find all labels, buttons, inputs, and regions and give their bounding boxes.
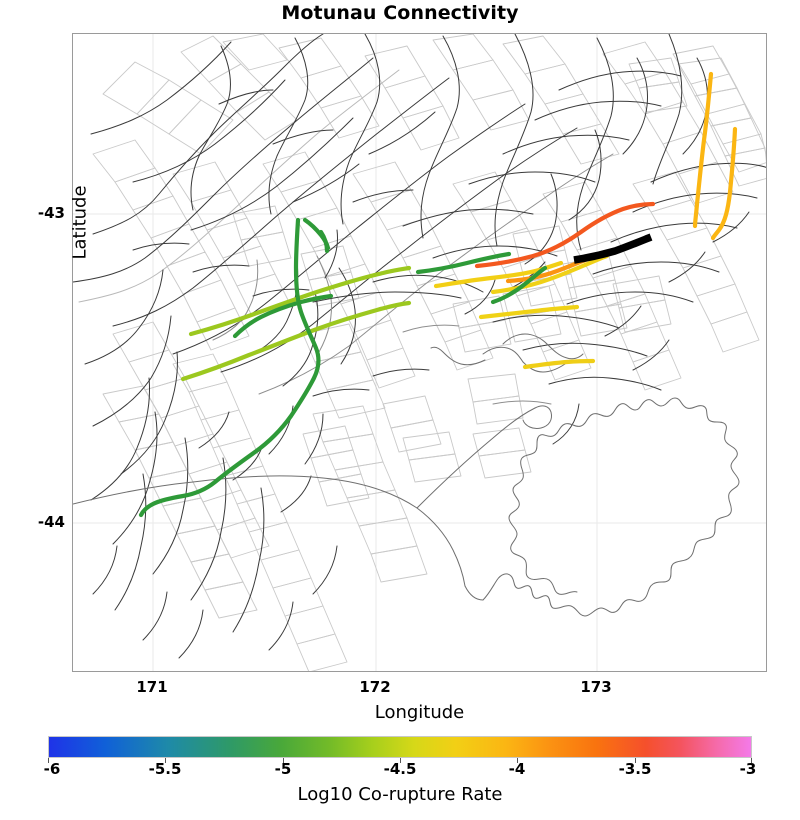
colorbar-tick-mark: [48, 758, 49, 763]
colorbar-label-min: -6: [43, 760, 61, 778]
map-canvas: [73, 34, 766, 671]
page-title: Motunau Connectivity: [281, 2, 519, 24]
colorbar-tick-mark: [283, 758, 284, 763]
colorbar-tick-mark: [751, 758, 752, 763]
colorbar-title: Log10 Co-rupture Rate: [297, 784, 503, 805]
colorbar-tick-mark: [517, 758, 518, 763]
colorbar-tick-mark: [400, 758, 401, 763]
y-axis-title: Latitude: [69, 185, 91, 260]
colorbar-label-55: -5.5: [148, 760, 182, 778]
fault-surface-traces: [73, 34, 766, 659]
colorbar-tick-mark: [165, 758, 166, 763]
colorbar-label-45: -4.5: [383, 760, 417, 778]
colorbar-container[interactable]: [48, 736, 752, 763]
fault-plane-outlines: [92, 34, 766, 671]
map-plot-area[interactable]: [72, 33, 767, 672]
x-axis-title: Longitude: [374, 702, 465, 723]
colorbar-label-4: -4: [508, 760, 526, 778]
xtick-label-171: 171: [136, 678, 168, 696]
colorbar-label-35: -3.5: [618, 760, 652, 778]
xtick-label-172: 172: [359, 678, 391, 696]
corupture-faults[interactable]: [138, 71, 738, 518]
ytick-label-44: -44: [37, 513, 65, 531]
colorbar-label-max: -3: [739, 760, 757, 778]
colorbar-label-5: -5: [274, 760, 292, 778]
colorbar-gradient[interactable]: [48, 736, 752, 758]
ytick-label-43: -43: [37, 204, 65, 222]
colorbar-tick-mark: [635, 758, 636, 763]
source-fault[interactable]: [573, 233, 653, 264]
xtick-label-173: 173: [580, 678, 612, 696]
coastline: [73, 333, 740, 617]
